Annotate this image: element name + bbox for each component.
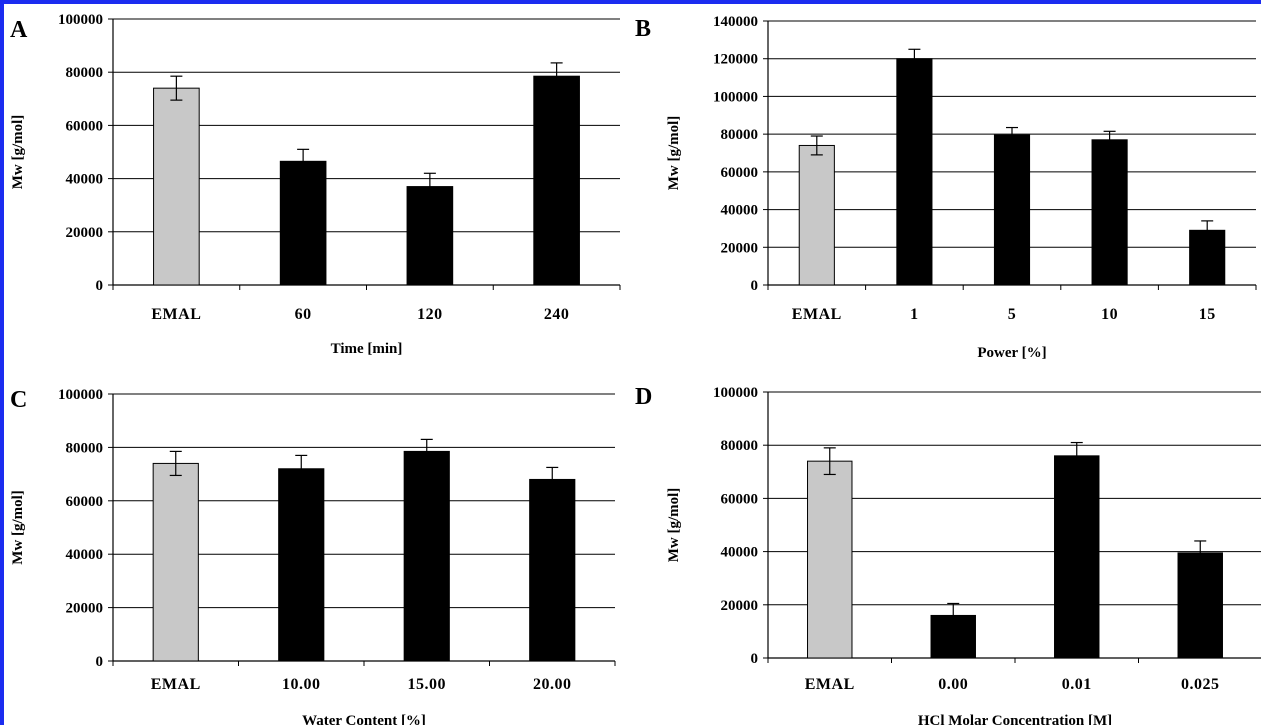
y-tick-label: 60000 (721, 165, 759, 181)
panel-label-d: D (635, 384, 653, 410)
y-tick-label: 20000 (66, 225, 104, 241)
y-tick-label: 120000 (713, 52, 758, 68)
y-tick-label: 80000 (721, 438, 759, 454)
bar-EMAL (153, 87, 200, 286)
panel-d-chart: 0 20000 40000 60000 80000 100000 EMAL 0.00 0.01 0… (666, 385, 1261, 725)
bar-EMAL (798, 144, 835, 286)
panel-label-b: B (635, 16, 652, 42)
category-label: 0.00 (938, 676, 968, 693)
y-tick-label: 100000 (713, 89, 758, 105)
x-axis-title: Water Content [%] (302, 713, 426, 725)
y-tick-label: 40000 (66, 172, 104, 188)
category-label: 15 (1199, 306, 1216, 323)
y-tick-label: 60000 (66, 118, 104, 134)
y-tick-label: 0 (96, 654, 104, 670)
y-tick-label: 20000 (66, 601, 104, 617)
y-tick-label: 40000 (66, 547, 104, 563)
panel-label-a: A (10, 17, 28, 43)
panel-c-chart: 0 20000 40000 60000 80000 100000 EMAL 10.00 15.0… (10, 387, 616, 725)
panel-label-c: C (10, 387, 28, 413)
y-tick-label: 20000 (721, 598, 759, 614)
panel-b-chart: 0 20000 40000 60000 80000 100000 120000 140000 E… (666, 14, 1257, 361)
panel-b: B 0 20000 40000 60000 80000 100000 120000 14000… (630, 0, 1261, 380)
y-tick-label: 0 (96, 278, 104, 294)
category-label: EMAL (151, 306, 201, 323)
bar-EMAL (807, 460, 853, 659)
y-tick-label: 0 (751, 651, 759, 667)
y-axis-title: Mw [g/mol] (666, 488, 682, 563)
panel-a-chart: 0 20000 40000 60000 80000 100000 EMAL 60 120 240 T… (10, 12, 621, 357)
bar-60 (279, 160, 327, 286)
category-label: 20.00 (533, 676, 572, 693)
category-label: 0.01 (1062, 676, 1092, 693)
bar-240 (533, 75, 580, 286)
y-axis-title: Mw [g/mol] (10, 115, 26, 190)
y-tick-label: 140000 (713, 14, 758, 30)
panel-c: C 0 20000 40000 60000 80000 100000 EMAL 10.00 15… (0, 380, 630, 725)
x-axis-title: Time [min] (331, 341, 403, 357)
x-axis-title: HCl Molar Concentration [M] (918, 713, 1112, 725)
category-label: 240 (544, 306, 570, 323)
y-tick-label: 40000 (721, 545, 759, 561)
bar-10 (1091, 139, 1128, 286)
category-label: 1 (910, 306, 919, 323)
y-tick-label: 100000 (58, 387, 103, 403)
y-tick-label: 100000 (58, 12, 103, 28)
y-tick-label: 0 (751, 278, 759, 294)
panel-d: D 0 20000 40000 60000 80000 100000 EMAL 0.00 0.0… (630, 380, 1261, 725)
bar-20.00 (529, 478, 576, 662)
y-tick-label: 40000 (721, 203, 759, 219)
y-tick-label: 100000 (713, 385, 758, 401)
y-tick-label: 80000 (66, 440, 104, 456)
category-label: 10 (1101, 306, 1118, 323)
x-axis-title: Power [%] (977, 345, 1046, 361)
category-label: 15.00 (408, 676, 447, 693)
y-axis-title: Mw [g/mol] (10, 490, 26, 565)
left-frame-border (0, 0, 4, 725)
bar-10.00 (278, 468, 325, 662)
bar-5 (993, 134, 1031, 286)
y-tick-label: 80000 (721, 127, 759, 143)
panel-a: A 0 20000 40000 60000 80000 100000 EMAL 60 120 24… (0, 0, 630, 380)
y-tick-label: 60000 (66, 494, 104, 510)
category-label: EMAL (151, 676, 201, 693)
y-axis-title: Mw [g/mol] (666, 116, 682, 191)
bar-15.00 (403, 450, 450, 662)
category-label: EMAL (792, 306, 842, 323)
category-label: 0.025 (1181, 676, 1220, 693)
category-label: EMAL (805, 676, 855, 693)
top-frame-border (0, 0, 1261, 4)
y-tick-label: 20000 (721, 240, 759, 256)
category-label: 120 (417, 306, 443, 323)
bar-120 (406, 186, 454, 286)
y-tick-label: 60000 (721, 491, 759, 507)
bar-1 (896, 58, 933, 286)
category-label: 5 (1008, 306, 1017, 323)
category-label: 60 (295, 306, 312, 323)
y-tick-label: 80000 (66, 65, 104, 81)
category-label: 10.00 (282, 676, 321, 693)
bar-EMAL (152, 462, 199, 662)
bar-0.01 (1054, 455, 1100, 659)
bar-0.025 (1177, 552, 1223, 659)
